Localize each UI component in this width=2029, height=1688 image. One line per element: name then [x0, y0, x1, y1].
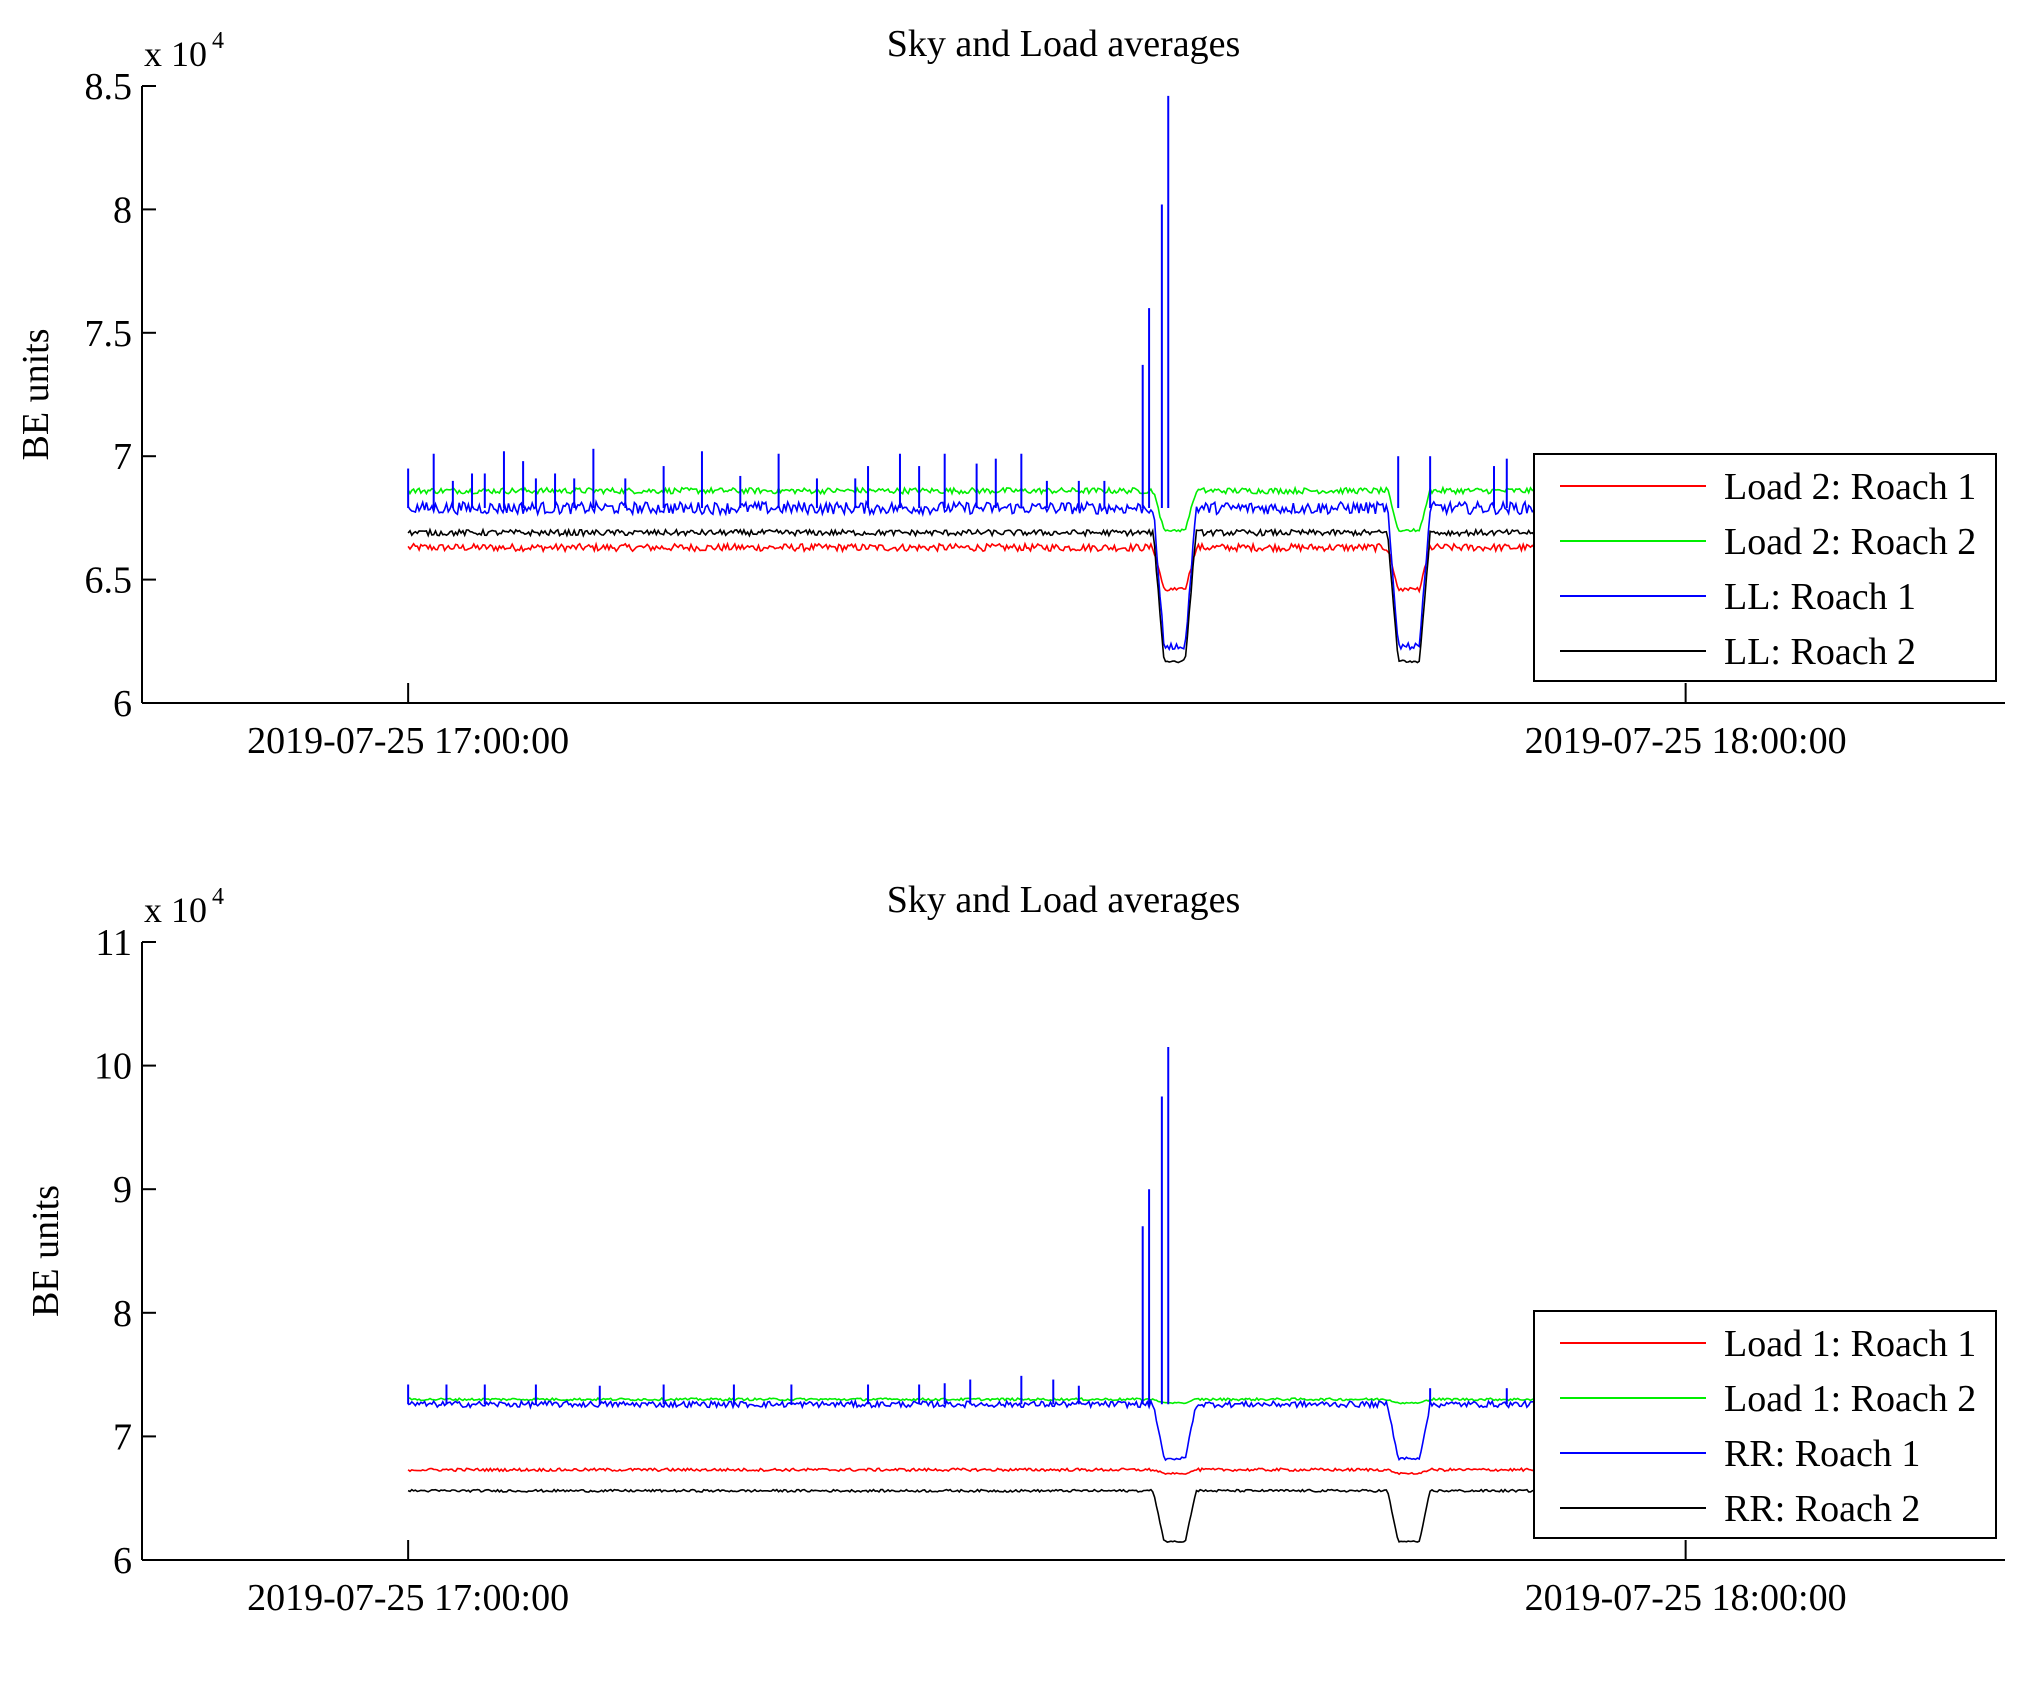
chart-1: Sky and Load averages BE units x 10 4 6 6.5 7 7…	[15, 23, 2005, 762]
chart-title: Sky and Load averages	[887, 879, 1241, 921]
y-tick-label: 11	[95, 922, 132, 964]
y-tick-label: 9	[113, 1169, 132, 1211]
chart-2: Sky and Load averages BE units x 10 4 6 7 8 9 10…	[25, 879, 2005, 1619]
series-line	[407, 1488, 1686, 1543]
legend-label: LL: Roach 1	[1724, 576, 1916, 618]
y-tick-label: 8	[113, 189, 132, 231]
series-line	[407, 1467, 1687, 1476]
series-line	[407, 1398, 1687, 1462]
legend-label: LL: Roach 2	[1724, 631, 1916, 673]
y-tick-label: 6	[113, 683, 132, 725]
y-axis-label: BE units	[15, 329, 57, 461]
x-tick-label: 2019-07-25 17:00:00	[247, 1577, 569, 1619]
y-tick-label: 6.5	[85, 560, 133, 602]
y-tick-label: 8.5	[85, 66, 133, 108]
legend-label: RR: Roach 1	[1724, 1433, 1920, 1475]
x-tick-label: 2019-07-25 17:00:00	[247, 720, 569, 762]
y-tick-label: 10	[94, 1046, 132, 1088]
legend-label: RR: Roach 2	[1724, 1488, 1920, 1530]
y-tick-label: 7	[113, 1416, 132, 1458]
series-line	[408, 1396, 1686, 1405]
y-multiplier-label: x 10	[144, 34, 207, 74]
y-multiplier-exponent: 4	[212, 28, 224, 54]
series-line	[407, 527, 1687, 664]
legend-label: Load 2: Roach 2	[1724, 521, 1976, 563]
legend-label: Load 2: Roach 1	[1724, 466, 1976, 508]
y-multiplier-exponent: 4	[212, 884, 224, 910]
y-tick-label: 7.5	[85, 313, 133, 355]
y-multiplier-label: x 10	[144, 890, 207, 930]
x-tick-label: 2019-07-25 18:00:00	[1525, 720, 1847, 762]
y-tick-label: 7	[113, 436, 132, 478]
x-tick-label: 2019-07-25 18:00:00	[1525, 1577, 1847, 1619]
legend-box	[1533, 453, 1997, 682]
legend-box	[1533, 1310, 1997, 1539]
series-line	[407, 541, 1687, 594]
series-line	[407, 498, 1687, 652]
y-axis-label: BE units	[25, 1185, 67, 1317]
y-tick-label: 6	[113, 1540, 132, 1582]
y-tick-label: 8	[113, 1293, 132, 1335]
legend-label: Load 1: Roach 2	[1724, 1378, 1976, 1420]
chart-title: Sky and Load averages	[887, 23, 1241, 65]
legend-label: Load 1: Roach 1	[1724, 1323, 1976, 1365]
